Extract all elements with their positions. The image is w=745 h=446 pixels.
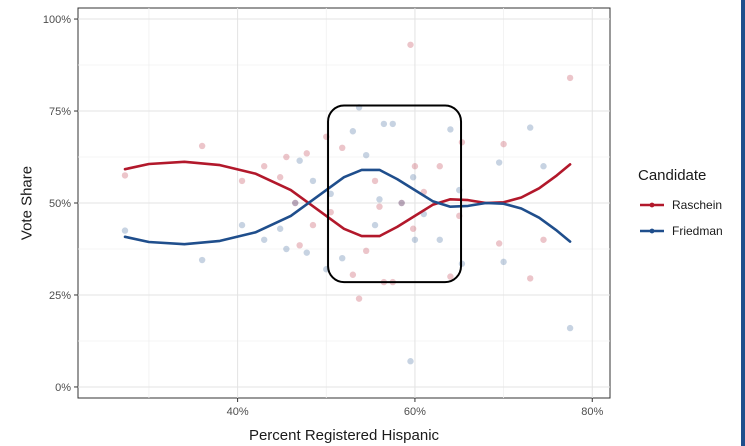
x-tick-label: 40% (227, 406, 249, 418)
data-point-raschein (261, 163, 268, 170)
data-point-raschein (566, 74, 574, 82)
y-axis-ticks: 0% 25% 50% 75% 100% (43, 14, 78, 394)
data-point-raschein (309, 221, 317, 229)
y-axis-title: Vote Share (18, 166, 35, 240)
data-point-raschein (411, 163, 419, 170)
data-point-friedman (261, 236, 268, 243)
data-point-friedman (296, 157, 303, 164)
data-point-raschein (398, 199, 405, 207)
data-point-friedman (376, 196, 383, 203)
data-point-raschein (409, 225, 417, 232)
y-tick-label: 100% (43, 14, 71, 26)
data-point-raschein (349, 271, 357, 278)
data-point-raschein (327, 208, 334, 216)
data-point-friedman (371, 221, 379, 229)
x-axis-title: Percent Registered Hispanic (249, 427, 440, 444)
data-point-friedman (292, 199, 299, 207)
data-point-friedman (495, 159, 503, 166)
trend-line-raschein (123, 160, 572, 238)
y-tick-label: 25% (49, 290, 71, 302)
data-point-friedman (527, 124, 534, 131)
data-point-raschein (303, 150, 310, 157)
data-point-raschein (495, 240, 503, 247)
data-point-friedman (276, 225, 284, 232)
window-edge-bar (741, 0, 745, 446)
x-axis-ticks: 40% 60% 80% (227, 398, 603, 418)
legend-key-dot-raschein (649, 202, 655, 208)
data-point-friedman (283, 245, 290, 253)
data-point-friedman (398, 199, 405, 207)
data-point-raschein (296, 242, 303, 249)
data-point-friedman (389, 120, 396, 128)
data-point-raschein (447, 273, 454, 280)
legend-label-raschein: Raschein (672, 198, 722, 212)
data-point-friedman (566, 324, 574, 332)
y-tick-label: 50% (49, 198, 71, 210)
data-point-raschein (276, 174, 284, 181)
data-point-raschein (540, 236, 547, 243)
data-point-raschein (371, 177, 379, 185)
data-point-friedman (121, 227, 129, 234)
data-point-raschein (292, 199, 299, 207)
data-point-raschein (283, 153, 290, 161)
trend-line-friedman (123, 168, 572, 246)
data-point-friedman (303, 249, 310, 256)
data-point-friedman (198, 256, 206, 264)
y-tick-label: 75% (49, 106, 71, 118)
legend: Candidate Raschein Friedman (638, 167, 723, 238)
data-point-friedman (409, 174, 417, 181)
data-point-raschein (339, 144, 346, 152)
data-point-friedman (349, 128, 357, 135)
legend-key-dot-friedman (649, 228, 655, 234)
smooth-lines (123, 160, 572, 246)
data-point-friedman (339, 254, 346, 262)
data-point-friedman (447, 126, 454, 133)
data-point-friedman (500, 258, 507, 266)
data-point-friedman (411, 236, 419, 243)
x-tick-label: 80% (581, 406, 603, 418)
legend-label-friedman: Friedman (672, 224, 723, 238)
grid-lines (78, 8, 610, 398)
data-point-raschein (198, 142, 206, 150)
data-point-friedman (436, 236, 443, 243)
data-point-friedman (309, 177, 317, 185)
data-point-raschein (355, 295, 363, 302)
data-point-friedman (327, 190, 334, 198)
data-point-friedman (540, 163, 547, 170)
data-point-raschein (238, 177, 246, 185)
data-point-friedman (238, 221, 246, 229)
data-point-friedman (407, 358, 414, 365)
highlight-box (327, 104, 463, 284)
data-point-raschein (527, 275, 534, 282)
x-tick-label: 60% (404, 406, 426, 418)
data-point-friedman (362, 151, 370, 159)
legend-title: Candidate (638, 167, 706, 184)
data-point-raschein (436, 163, 443, 170)
data-point-raschein (407, 41, 414, 48)
data-point-friedman (380, 120, 388, 128)
data-point-raschein (121, 172, 129, 179)
data-point-raschein (362, 247, 370, 255)
data-point-raschein (376, 203, 383, 210)
data-point-raschein (500, 140, 507, 148)
y-tick-label: 0% (55, 382, 71, 394)
